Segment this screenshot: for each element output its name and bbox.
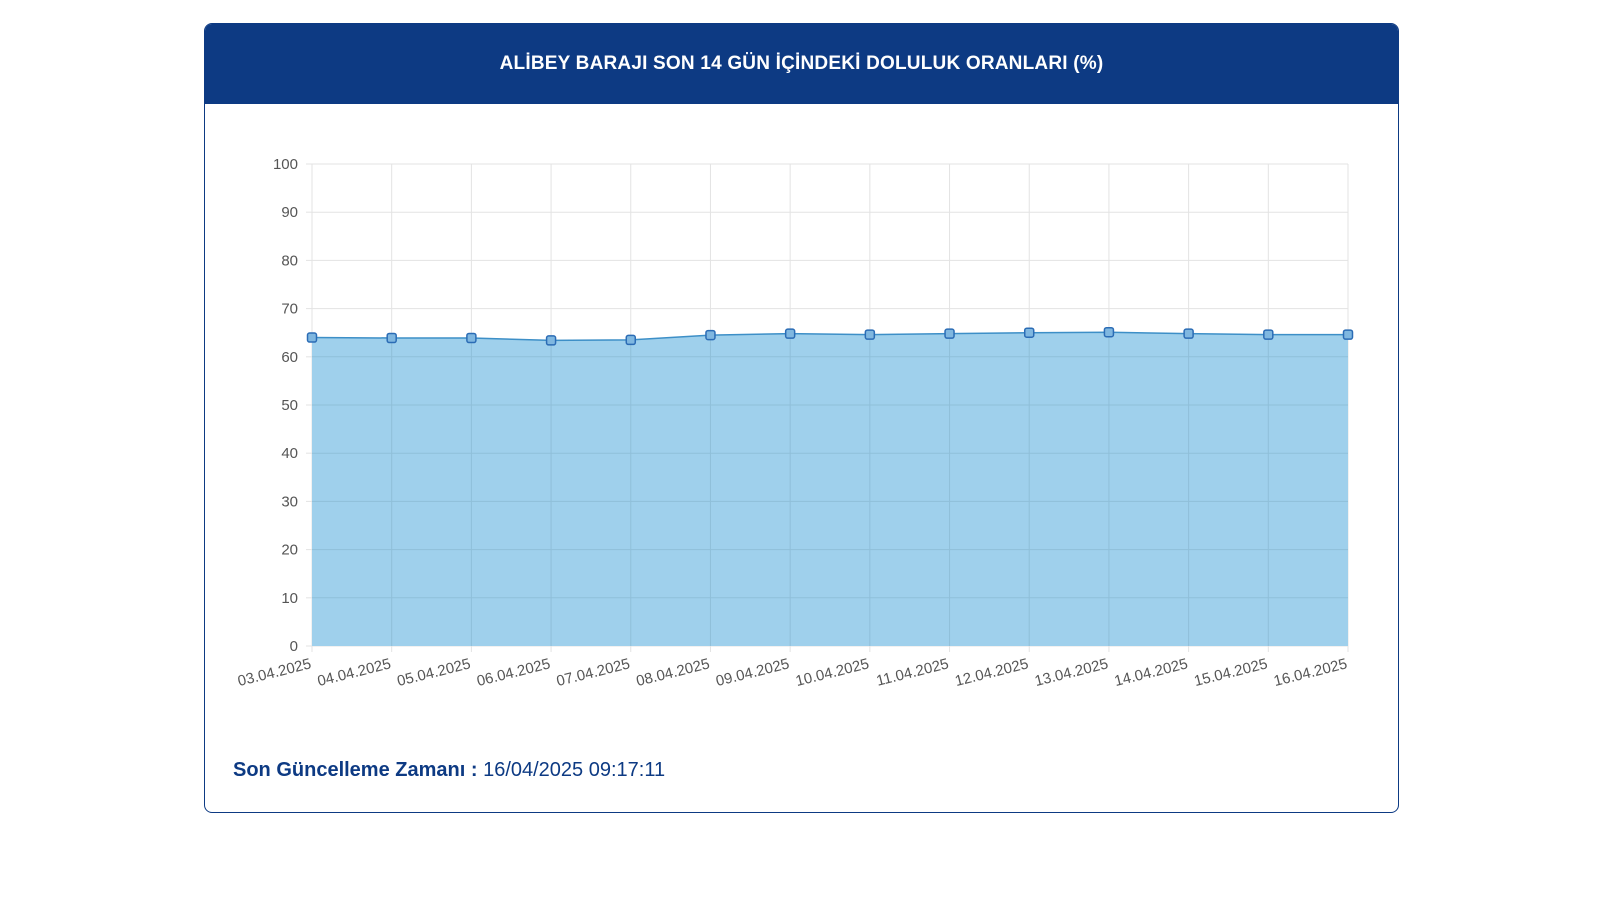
data-point-13.04.2025 — [1103, 326, 1115, 338]
x-tick-label: 15.04.2025 — [1192, 655, 1269, 690]
chart-card: ALİBEY BARAJI SON 14 GÜN İÇİNDEKİ DOLULU… — [204, 23, 1399, 813]
card-header: ALİBEY BARAJI SON 14 GÜN İÇİNDEKİ DOLULU… — [205, 24, 1398, 104]
last-update: Son Güncelleme Zamanı : 16/04/2025 09:17… — [233, 759, 665, 782]
data-point-11.04.2025 — [944, 328, 955, 339]
x-tick-label: 14.04.2025 — [1113, 655, 1190, 690]
data-point-03.04.2025 — [306, 332, 318, 343]
data-point-06.04.2025 — [545, 335, 557, 346]
last-update-label: Son Güncelleme Zamanı : — [233, 759, 478, 781]
data-point-08.04.2025 — [705, 329, 716, 341]
data-point-15.04.2025 — [1263, 329, 1274, 340]
y-tick-label: 0 — [290, 638, 298, 655]
data-point-04.04.2025 — [386, 332, 397, 344]
data-point-05.04.2025 — [466, 332, 477, 344]
y-tick-label: 30 — [281, 493, 298, 510]
data-point-09.04.2025 — [784, 328, 796, 339]
series-line — [311, 331, 1348, 342]
y-tick-label: 90 — [281, 204, 298, 221]
y-tick-label: 70 — [281, 301, 298, 318]
fill-rate-chart: 0 10 20 30 40 50 60 70 80 90 100 03.04.2025 04.04.20… — [236, 156, 1354, 690]
y-tick-label: 100 — [273, 156, 298, 173]
x-tick-label: 05.04.2025 — [395, 655, 472, 690]
y-tick-label: 10 — [281, 590, 298, 607]
x-tick-label: 16.04.2025 — [1272, 655, 1349, 690]
x-tick-label: 07.04.2025 — [555, 655, 632, 690]
x-tick-label: 03.04.2025 — [236, 655, 313, 690]
y-tick-label: 50 — [281, 397, 298, 414]
x-tick-label: 13.04.2025 — [1033, 655, 1110, 690]
data-point-10.04.2025 — [864, 329, 876, 340]
y-tick-label: 60 — [281, 349, 298, 366]
data-point-14.04.2025 — [1183, 328, 1194, 339]
x-tick-label: 11.04.2025 — [875, 655, 951, 689]
data-point-12.04.2025 — [1023, 327, 1035, 338]
y-tick-label: 40 — [281, 445, 298, 462]
x-tick-label: 09.04.2025 — [714, 655, 791, 690]
x-tick-label: 12.04.2025 — [953, 655, 1030, 690]
series-area — [312, 332, 1348, 646]
x-tick-label: 10.04.2025 — [794, 655, 871, 690]
chart-area: 0 10 20 30 40 50 60 70 80 90 100 03.04.2025 04.04.20… — [205, 104, 1398, 764]
x-tick-label: 06.04.2025 — [475, 655, 552, 690]
x-tick-label: 04.04.2025 — [316, 655, 393, 690]
y-tick-label: 80 — [281, 252, 298, 269]
data-point-16.04.2025 — [1342, 329, 1354, 340]
last-update-value: 16/04/2025 09:17:11 — [483, 759, 666, 781]
y-tick-label: 20 — [281, 542, 298, 559]
data-point-07.04.2025 — [625, 334, 637, 346]
x-tick-label: 08.04.2025 — [634, 655, 711, 690]
chart-title: ALİBEY BARAJI SON 14 GÜN İÇİNDEKİ DOLULU… — [499, 53, 1104, 74]
